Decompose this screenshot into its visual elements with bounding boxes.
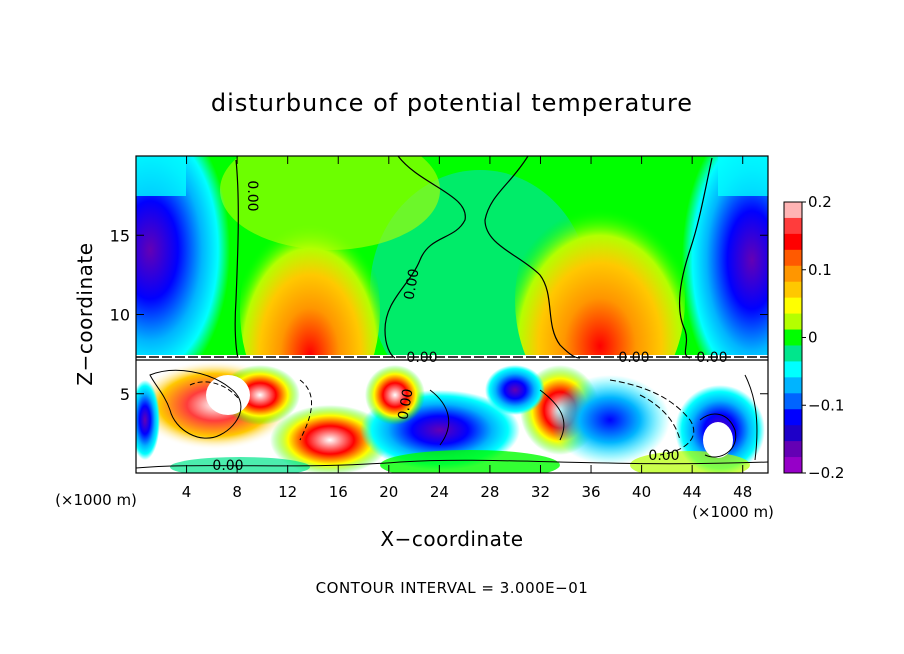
contour-labels: 0.00 0.00 0.00 0.00 0.00 0.00 0.00 0.00 xyxy=(212,180,727,474)
y-axis: 5 10 15 xyxy=(110,226,768,404)
colorbar-swatch xyxy=(784,281,802,299)
colorbar-tick-label: 0.1 xyxy=(808,261,832,279)
x-tick-label: 32 xyxy=(531,483,550,501)
y-tick-label: 15 xyxy=(110,226,130,245)
colorbar-swatch xyxy=(784,345,802,362)
colorbar-swatch xyxy=(784,297,802,315)
contour-label: 0.00 xyxy=(212,458,243,474)
chart-title: disturbunce of potential temperature xyxy=(211,89,693,117)
contour-label: 0.00 xyxy=(395,388,416,421)
heatmap-field xyxy=(136,156,768,473)
colorbar-swatch xyxy=(784,265,802,283)
contour-label: 0.00 xyxy=(244,180,260,211)
colorbar-swatch xyxy=(784,393,802,410)
contour-label: 0.00 xyxy=(401,268,422,301)
colorbar-swatch xyxy=(784,441,802,458)
x-tick-label: 24 xyxy=(430,483,449,501)
contour-label: 0.00 xyxy=(696,350,727,366)
colorbar-tick-label: −0.2 xyxy=(808,464,844,482)
x-tick-label: 36 xyxy=(581,483,600,501)
contour-label: 0.00 xyxy=(618,350,649,366)
colorbar-swatch xyxy=(784,202,802,219)
contour-label: 0.00 xyxy=(648,448,679,464)
x-tick-label: 20 xyxy=(379,483,398,501)
colorbar: 0.2 0.1 0 −0.1 −0.2 xyxy=(783,193,844,482)
x-tick-label: 16 xyxy=(329,483,348,501)
colorbar-tick-label: 0 xyxy=(808,329,818,347)
x-tick-label: 44 xyxy=(683,483,702,501)
x-tick-label: 8 xyxy=(232,483,242,501)
colorbar-swatch xyxy=(784,361,802,378)
x-axis: 4 8 12 16 20 24 28 32 36 40 44 48 xyxy=(182,156,752,501)
y-axis-label: Z−coordinate xyxy=(73,242,97,385)
colorbar-swatch xyxy=(784,313,802,331)
x-tick-label: 28 xyxy=(480,483,499,501)
y-tick-label: 10 xyxy=(110,306,130,325)
contour-label: 0.00 xyxy=(406,350,437,366)
x-tick-label: 4 xyxy=(182,483,192,501)
colorbar-swatch xyxy=(784,217,802,235)
colorbar-swatch xyxy=(784,233,802,251)
x-unit-left: (×1000 m) xyxy=(55,491,137,509)
x-axis-label: X−coordinate xyxy=(380,527,523,551)
colorbar-tick-label: −0.1 xyxy=(808,396,844,414)
x-tick-label: 40 xyxy=(632,483,651,501)
colorbar-swatch xyxy=(784,457,802,474)
contour-interval-note: CONTOUR INTERVAL = 3.000E−01 xyxy=(316,579,589,597)
colorbar-swatch xyxy=(784,377,802,394)
colorbar-swatch xyxy=(784,409,802,426)
colorbar-swatch xyxy=(784,329,802,346)
colorbar-swatch xyxy=(784,249,802,267)
x-unit-right: (×1000 m) xyxy=(692,503,774,521)
x-tick-label: 12 xyxy=(278,483,297,501)
y-tick-label: 5 xyxy=(120,385,130,404)
colorbar-swatch xyxy=(784,425,802,442)
colorbar-tick-label: 0.2 xyxy=(808,193,832,211)
x-tick-label: 48 xyxy=(733,483,752,501)
